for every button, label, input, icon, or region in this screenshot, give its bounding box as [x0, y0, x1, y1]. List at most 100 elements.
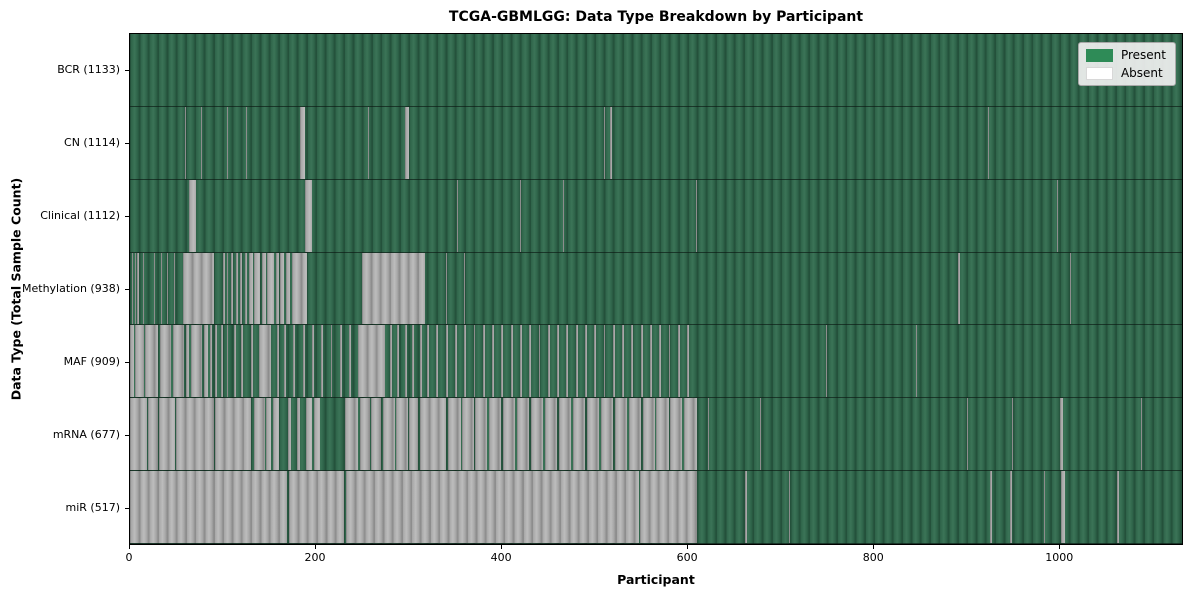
absent-segment [684, 398, 698, 471]
absent-segment [1010, 471, 1013, 544]
absent-segment [631, 325, 634, 398]
absent-segment [489, 398, 502, 471]
absent-segment [614, 398, 627, 471]
absent-segment [358, 325, 386, 398]
absent-segment [130, 471, 287, 544]
heatmap-row-methylation [130, 252, 1182, 326]
absent-segment [172, 325, 184, 398]
absent-segment [1069, 252, 1071, 325]
x-tick-label: 0 [125, 551, 133, 564]
absent-segment [538, 325, 541, 398]
absent-segment [562, 179, 564, 252]
y-tick-label: BCR (1133) [57, 62, 120, 76]
absent-segment [184, 106, 186, 179]
absent-segment [473, 325, 476, 398]
absent-segment [131, 252, 133, 325]
absent-segment [687, 325, 689, 398]
legend-swatch-present-icon [1085, 48, 1113, 62]
absent-segment [462, 398, 474, 471]
absent-segment [382, 398, 395, 471]
absent-segment [412, 325, 415, 398]
absent-segment [696, 179, 698, 252]
absent-segment [349, 325, 351, 398]
absent-segment [254, 252, 260, 325]
absent-segment [575, 325, 578, 398]
absent-segment [293, 325, 296, 398]
absent-segment [915, 325, 918, 398]
heatmap-row-mrna [130, 398, 1182, 472]
absent-segment [396, 398, 408, 471]
absent-segment [1060, 398, 1064, 471]
absent-segment [640, 325, 643, 398]
absent-segment [215, 398, 251, 471]
absent-segment [1012, 398, 1013, 471]
absent-segment [297, 398, 300, 471]
absent-segment [267, 252, 274, 325]
absent-segment [130, 398, 147, 471]
absent-segment [600, 398, 613, 471]
absent-segment [708, 398, 710, 471]
absent-segment [321, 325, 324, 398]
absent-segment [360, 398, 370, 471]
y-tick-mark [125, 508, 129, 510]
absent-segment [1043, 471, 1046, 544]
absent-segment [275, 252, 279, 325]
absent-segment [240, 252, 243, 325]
absent-segment [404, 325, 407, 398]
absent-segment [254, 398, 265, 471]
y-tick-mark [125, 289, 129, 290]
absent-segment [989, 471, 992, 544]
absent-segment [987, 106, 989, 179]
absent-segment [306, 398, 312, 471]
absent-segment [231, 252, 234, 325]
absent-segment [826, 325, 828, 398]
absent-segment [158, 398, 175, 471]
absent-segment [346, 471, 639, 544]
x-tick-mark [1059, 545, 1061, 549]
absent-segment [557, 325, 559, 398]
absent-segment [284, 325, 286, 398]
absent-segment [456, 179, 458, 252]
absent-segment [659, 325, 662, 398]
absent-segment [1117, 471, 1119, 544]
y-tick-label: miR (517) [65, 501, 121, 515]
absent-segment [367, 106, 369, 179]
x-tick-label: 1000 [1045, 551, 1074, 564]
absent-segment [1141, 398, 1143, 471]
absent-segment [475, 398, 488, 471]
absent-segment [419, 398, 446, 471]
absent-segment [1061, 471, 1065, 544]
y-tick-label: Clinical (1112) [40, 208, 120, 222]
absent-segment [137, 252, 140, 325]
plot-area: Present Absent [129, 33, 1183, 545]
absent-segment [445, 252, 447, 325]
absent-segment [519, 179, 521, 252]
absent-segment [656, 398, 669, 471]
absent-segment [191, 325, 203, 398]
absent-segment [345, 398, 359, 471]
y-tick-label: Methylation (938) [22, 282, 120, 295]
absent-segment [454, 325, 457, 398]
absent-segment [362, 252, 426, 325]
absent-segment [389, 325, 392, 398]
absent-segment [603, 179, 605, 252]
absent-segment [302, 325, 305, 398]
y-tick-mark [125, 142, 129, 144]
heatmap-row-clinical [130, 179, 1182, 253]
absent-segment [215, 325, 218, 398]
y-tick-mark [125, 69, 129, 71]
x-tick-mark [315, 545, 317, 549]
absent-segment [313, 398, 321, 471]
absent-segment [447, 398, 461, 471]
absent-segment [339, 325, 342, 398]
absent-segment [134, 252, 136, 325]
heatmap-row-bcr [130, 34, 1182, 107]
absent-segment [436, 325, 439, 398]
absent-segment [610, 106, 612, 179]
absent-segment [427, 325, 429, 398]
y-tick-mark [125, 362, 129, 364]
absent-segment [501, 325, 504, 398]
absent-segment [510, 325, 513, 398]
absent-segment [445, 325, 448, 398]
absent-segment [622, 325, 624, 398]
